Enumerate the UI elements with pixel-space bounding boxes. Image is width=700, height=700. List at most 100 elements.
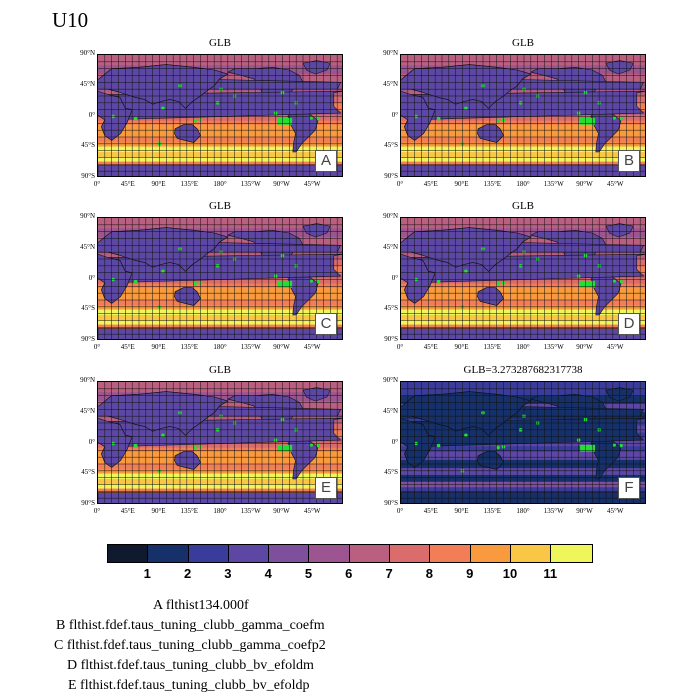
x-tick-label: 90°W: [576, 343, 593, 351]
x-tick-label: 90°E: [454, 180, 469, 188]
station-marker: [193, 281, 197, 286]
y-tick-label: 90°S: [81, 499, 95, 507]
y-tick-label: 90°S: [81, 335, 95, 343]
colorbar-label: 11: [543, 566, 558, 581]
panel-title: GLB: [209, 364, 231, 376]
x-tick-label: 180°: [213, 180, 227, 188]
station-marker: [612, 116, 616, 120]
value-band: [98, 382, 342, 393]
value-band: [98, 442, 342, 449]
x-tick-label: 90°E: [454, 507, 469, 515]
x-tick-label: 180°: [516, 507, 530, 515]
value-band: [98, 55, 342, 66]
x-tick-label: 135°W: [543, 343, 564, 351]
land-mass: [98, 253, 133, 304]
colorbar-label: 4: [264, 566, 272, 581]
legend-entry: D flthist.fdef.taus_tuning_clubb_bv_efol…: [67, 658, 314, 673]
global-map: [98, 382, 342, 503]
x-tick-label: 0°: [396, 507, 404, 515]
value-band: [401, 320, 645, 326]
station-marker: [436, 279, 441, 284]
x-tick-label: 135°W: [240, 507, 261, 515]
value-band: [98, 137, 342, 143]
colorbar-swatch: [349, 545, 391, 562]
map-frame: A: [97, 54, 343, 177]
colorbar-swatch: [148, 545, 189, 562]
station-marker: [316, 443, 320, 448]
colorbar-swatch: [551, 545, 592, 562]
value-band: [98, 392, 342, 402]
panel-title: GLB: [512, 37, 534, 49]
legend-entry: B flthist.fdef.taus_tuning_clubb_gamma_c…: [56, 618, 325, 633]
panel-letter-badge: A: [315, 150, 337, 172]
station-marker: [316, 279, 320, 284]
panel-title: GLB: [209, 200, 231, 212]
map-frame: D: [400, 217, 646, 340]
colorbar-label: 1: [143, 566, 151, 581]
x-tick-label: 45°W: [304, 180, 321, 188]
station-marker: [619, 279, 623, 284]
x-tick-label: 45°W: [304, 507, 321, 515]
x-tick-label: 45°E: [120, 180, 135, 188]
colorbar-swatch: [470, 545, 511, 562]
station-marker: [309, 279, 313, 283]
figure-title: U10: [52, 8, 89, 32]
land-mass: [174, 124, 201, 143]
y-tick-label: 90°N: [80, 376, 95, 384]
x-tick-label: 45°W: [304, 343, 321, 351]
station-marker: [619, 116, 623, 121]
station-marker: [436, 116, 441, 121]
value-band: [401, 120, 645, 126]
value-band: [401, 305, 645, 311]
value-band: [401, 124, 645, 138]
colorbar-swatch: [228, 545, 270, 562]
y-tick-label: 90°N: [383, 49, 398, 57]
value-band: [98, 115, 342, 122]
value-band: [98, 65, 342, 75]
value-band: [98, 315, 342, 321]
station-marker: [612, 443, 616, 447]
y-tick-label: 90°S: [384, 335, 398, 343]
x-tick-label: 135°E: [483, 507, 502, 515]
value-band: [98, 120, 342, 126]
highlight-region: [277, 280, 293, 288]
value-band: [401, 287, 645, 301]
y-tick-label: 90°S: [81, 172, 95, 180]
value-band: [98, 484, 342, 490]
value-band: [98, 124, 342, 138]
value-band: [98, 146, 342, 153]
map-frame: B: [400, 54, 646, 177]
value-band: [401, 446, 645, 453]
legend-entry: E flthist.fdef.taus_tuning_clubb_bv_efol…: [68, 678, 310, 693]
station-marker: [309, 443, 313, 447]
x-tick-label: 180°: [516, 180, 530, 188]
panel-letter-badge: E: [315, 477, 337, 499]
value-band: [401, 161, 645, 167]
value-band: [401, 487, 645, 495]
station-marker: [193, 445, 197, 450]
value-band: [98, 464, 342, 470]
y-tick-label: 90°N: [80, 212, 95, 220]
x-tick-label: 135°W: [543, 180, 564, 188]
x-tick-label: 90°W: [273, 180, 290, 188]
station-marker: [496, 118, 500, 123]
y-tick-label: 45°S: [81, 141, 95, 150]
station-marker: [316, 116, 320, 121]
value-band: [401, 451, 645, 461]
legend-entry: C flthist.fdef.taus_tuning_clubb_gamma_c…: [54, 638, 326, 653]
x-tick-label: 45°W: [607, 180, 624, 188]
colorbar-label: 3: [224, 566, 232, 581]
x-tick-label: 135°E: [180, 507, 199, 515]
value-band: [98, 479, 342, 485]
station-marker: [496, 445, 500, 450]
land-mass: [401, 253, 436, 304]
y-tick-label: 45°N: [80, 79, 95, 88]
land-mass: [174, 287, 201, 306]
value-band: [98, 228, 342, 238]
value-band: [98, 278, 342, 285]
x-tick-label: 45°W: [607, 507, 624, 515]
y-tick-label: 45°S: [384, 141, 398, 150]
y-tick-label: 45°S: [384, 304, 398, 313]
x-tick-label: 0°: [396, 343, 404, 351]
value-band: [98, 473, 342, 480]
